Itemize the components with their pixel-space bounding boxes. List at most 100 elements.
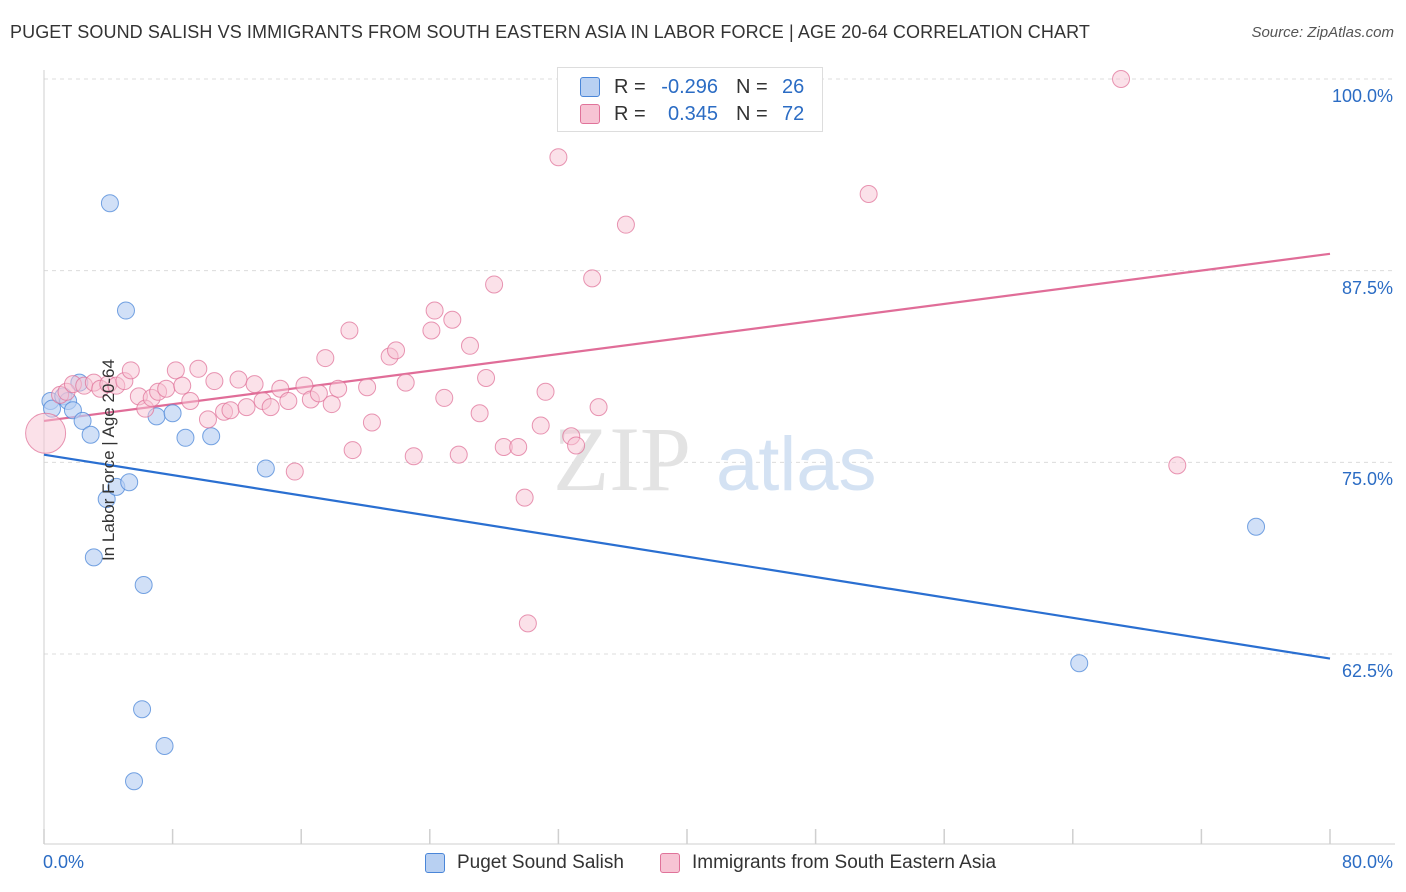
puget-point (97, 490, 116, 509)
immigrant-point (166, 361, 185, 380)
immigrant-point (435, 388, 454, 407)
puget-point (84, 548, 103, 567)
x-tick-label-min: 0.0% (43, 852, 85, 872)
puget-point (120, 473, 139, 492)
x-tick-label-max: 80.0% (1341, 852, 1393, 872)
puget-point (163, 404, 182, 423)
source-label: Source: ZipAtlas.com (1251, 24, 1394, 41)
immigrant-point (583, 269, 602, 288)
legend-row-pink: R = 0.345 N = 72 (580, 101, 804, 127)
immigrant-point (358, 378, 377, 397)
axes (43, 70, 1395, 845)
y-tick-label-87-5: 87.5% (1341, 278, 1393, 298)
immigrant-point (404, 447, 423, 466)
immigrant-point (549, 148, 568, 167)
puget-point (256, 459, 275, 478)
immigrant-point (309, 384, 328, 403)
r-value: -0.296 (661, 75, 718, 98)
immigrant-point (515, 488, 534, 507)
r-label: R = (614, 102, 646, 125)
legend-bottom: Puget Sound Salish Immigrants from South… (0, 852, 1406, 878)
immigrant-point (485, 275, 504, 294)
n-label: N = (736, 75, 768, 98)
immigrant-point (460, 336, 479, 355)
data-points (25, 70, 1266, 791)
legend-item-label: Puget Sound Salish (457, 852, 624, 873)
r-label: R = (614, 75, 646, 98)
y-axis-label: In Labor Force | Age 20-64 (98, 359, 118, 561)
puget-point (125, 772, 144, 791)
legend-swatch-pink (580, 104, 600, 124)
legend-item-puget[interactable]: Puget Sound Salish (425, 852, 624, 874)
grid-lines (44, 78, 1395, 655)
legend-item-immigrants[interactable]: Immigrants from South Eastern Asia (660, 852, 996, 874)
immigrant-point (261, 398, 280, 417)
immigrant-point (340, 321, 359, 340)
trend-lines (43, 252, 1331, 660)
immigrant-point (362, 413, 381, 432)
immigrant-point (322, 395, 341, 414)
immigrant-point (221, 401, 240, 420)
immigrant-point (449, 445, 468, 464)
puget-point (1070, 654, 1089, 673)
puget-point (116, 301, 135, 320)
legend-row-blue: R = -0.296 N = 26 (580, 74, 804, 100)
n-value: 26 (782, 75, 805, 98)
immigrant-point (1168, 456, 1187, 475)
immigrant-point (316, 349, 335, 368)
immigrant-point (518, 614, 537, 633)
immigrant-point (173, 376, 192, 395)
watermark: ZIP atlas (553, 408, 877, 510)
immigrant-point (25, 412, 67, 454)
immigrant-point (589, 398, 608, 417)
immigrant-point (422, 321, 441, 340)
puget-point (176, 428, 195, 447)
immigrant-point (245, 375, 264, 394)
legend-swatch-blue (425, 853, 445, 873)
immigrant-point (205, 372, 224, 391)
r-value: 0.345 (662, 102, 718, 125)
immigrant-point (470, 404, 489, 423)
immigrant-point (1112, 70, 1131, 88)
n-value: 72 (782, 102, 805, 125)
immigrant-point (285, 462, 304, 481)
puget-point (133, 700, 152, 719)
watermark-atlas: atlas (716, 422, 877, 507)
immigrant-point (567, 436, 586, 455)
puget-point (1247, 517, 1266, 536)
immigrant-point (279, 392, 298, 410)
y-tick-label-100: 100.0% (1331, 86, 1393, 106)
legend-swatch-pink (660, 853, 680, 873)
immigrant-point (329, 379, 348, 398)
legend-stats-box: R = -0.296 N = 26 R = 0.345 N = 72 (557, 67, 823, 132)
immigrant-point (343, 441, 362, 460)
puget-point (155, 737, 174, 755)
immigrant-point (229, 370, 248, 389)
immigrant-point (443, 310, 462, 329)
y-tick-label-75: 75.0% (1341, 469, 1393, 489)
immigrant-point (189, 359, 208, 378)
puget-trend-line (43, 453, 1331, 660)
immigrant-point (121, 361, 140, 380)
puget-point (81, 425, 100, 444)
immigrant-point (616, 215, 635, 234)
immigrant-trend-line (43, 252, 1331, 423)
immigrant-point (181, 392, 200, 410)
immigrant-point (157, 379, 176, 398)
puget-point (73, 411, 92, 430)
immigrant-point (387, 341, 406, 360)
immigrant-point (536, 382, 555, 401)
watermark-zip: ZIP (553, 408, 691, 510)
puget-point (202, 427, 221, 446)
immigrant-point (237, 398, 256, 417)
immigrant-point (425, 301, 444, 320)
y-tick-label-62-5: 62.5% (1341, 661, 1393, 681)
immigrant-point (859, 185, 878, 203)
immigrant-point (396, 373, 415, 392)
legend-swatch-blue (580, 77, 600, 97)
immigrant-point (531, 416, 550, 435)
puget-point (100, 194, 119, 213)
n-label: N = (736, 102, 768, 125)
immigrant-point (198, 410, 217, 429)
